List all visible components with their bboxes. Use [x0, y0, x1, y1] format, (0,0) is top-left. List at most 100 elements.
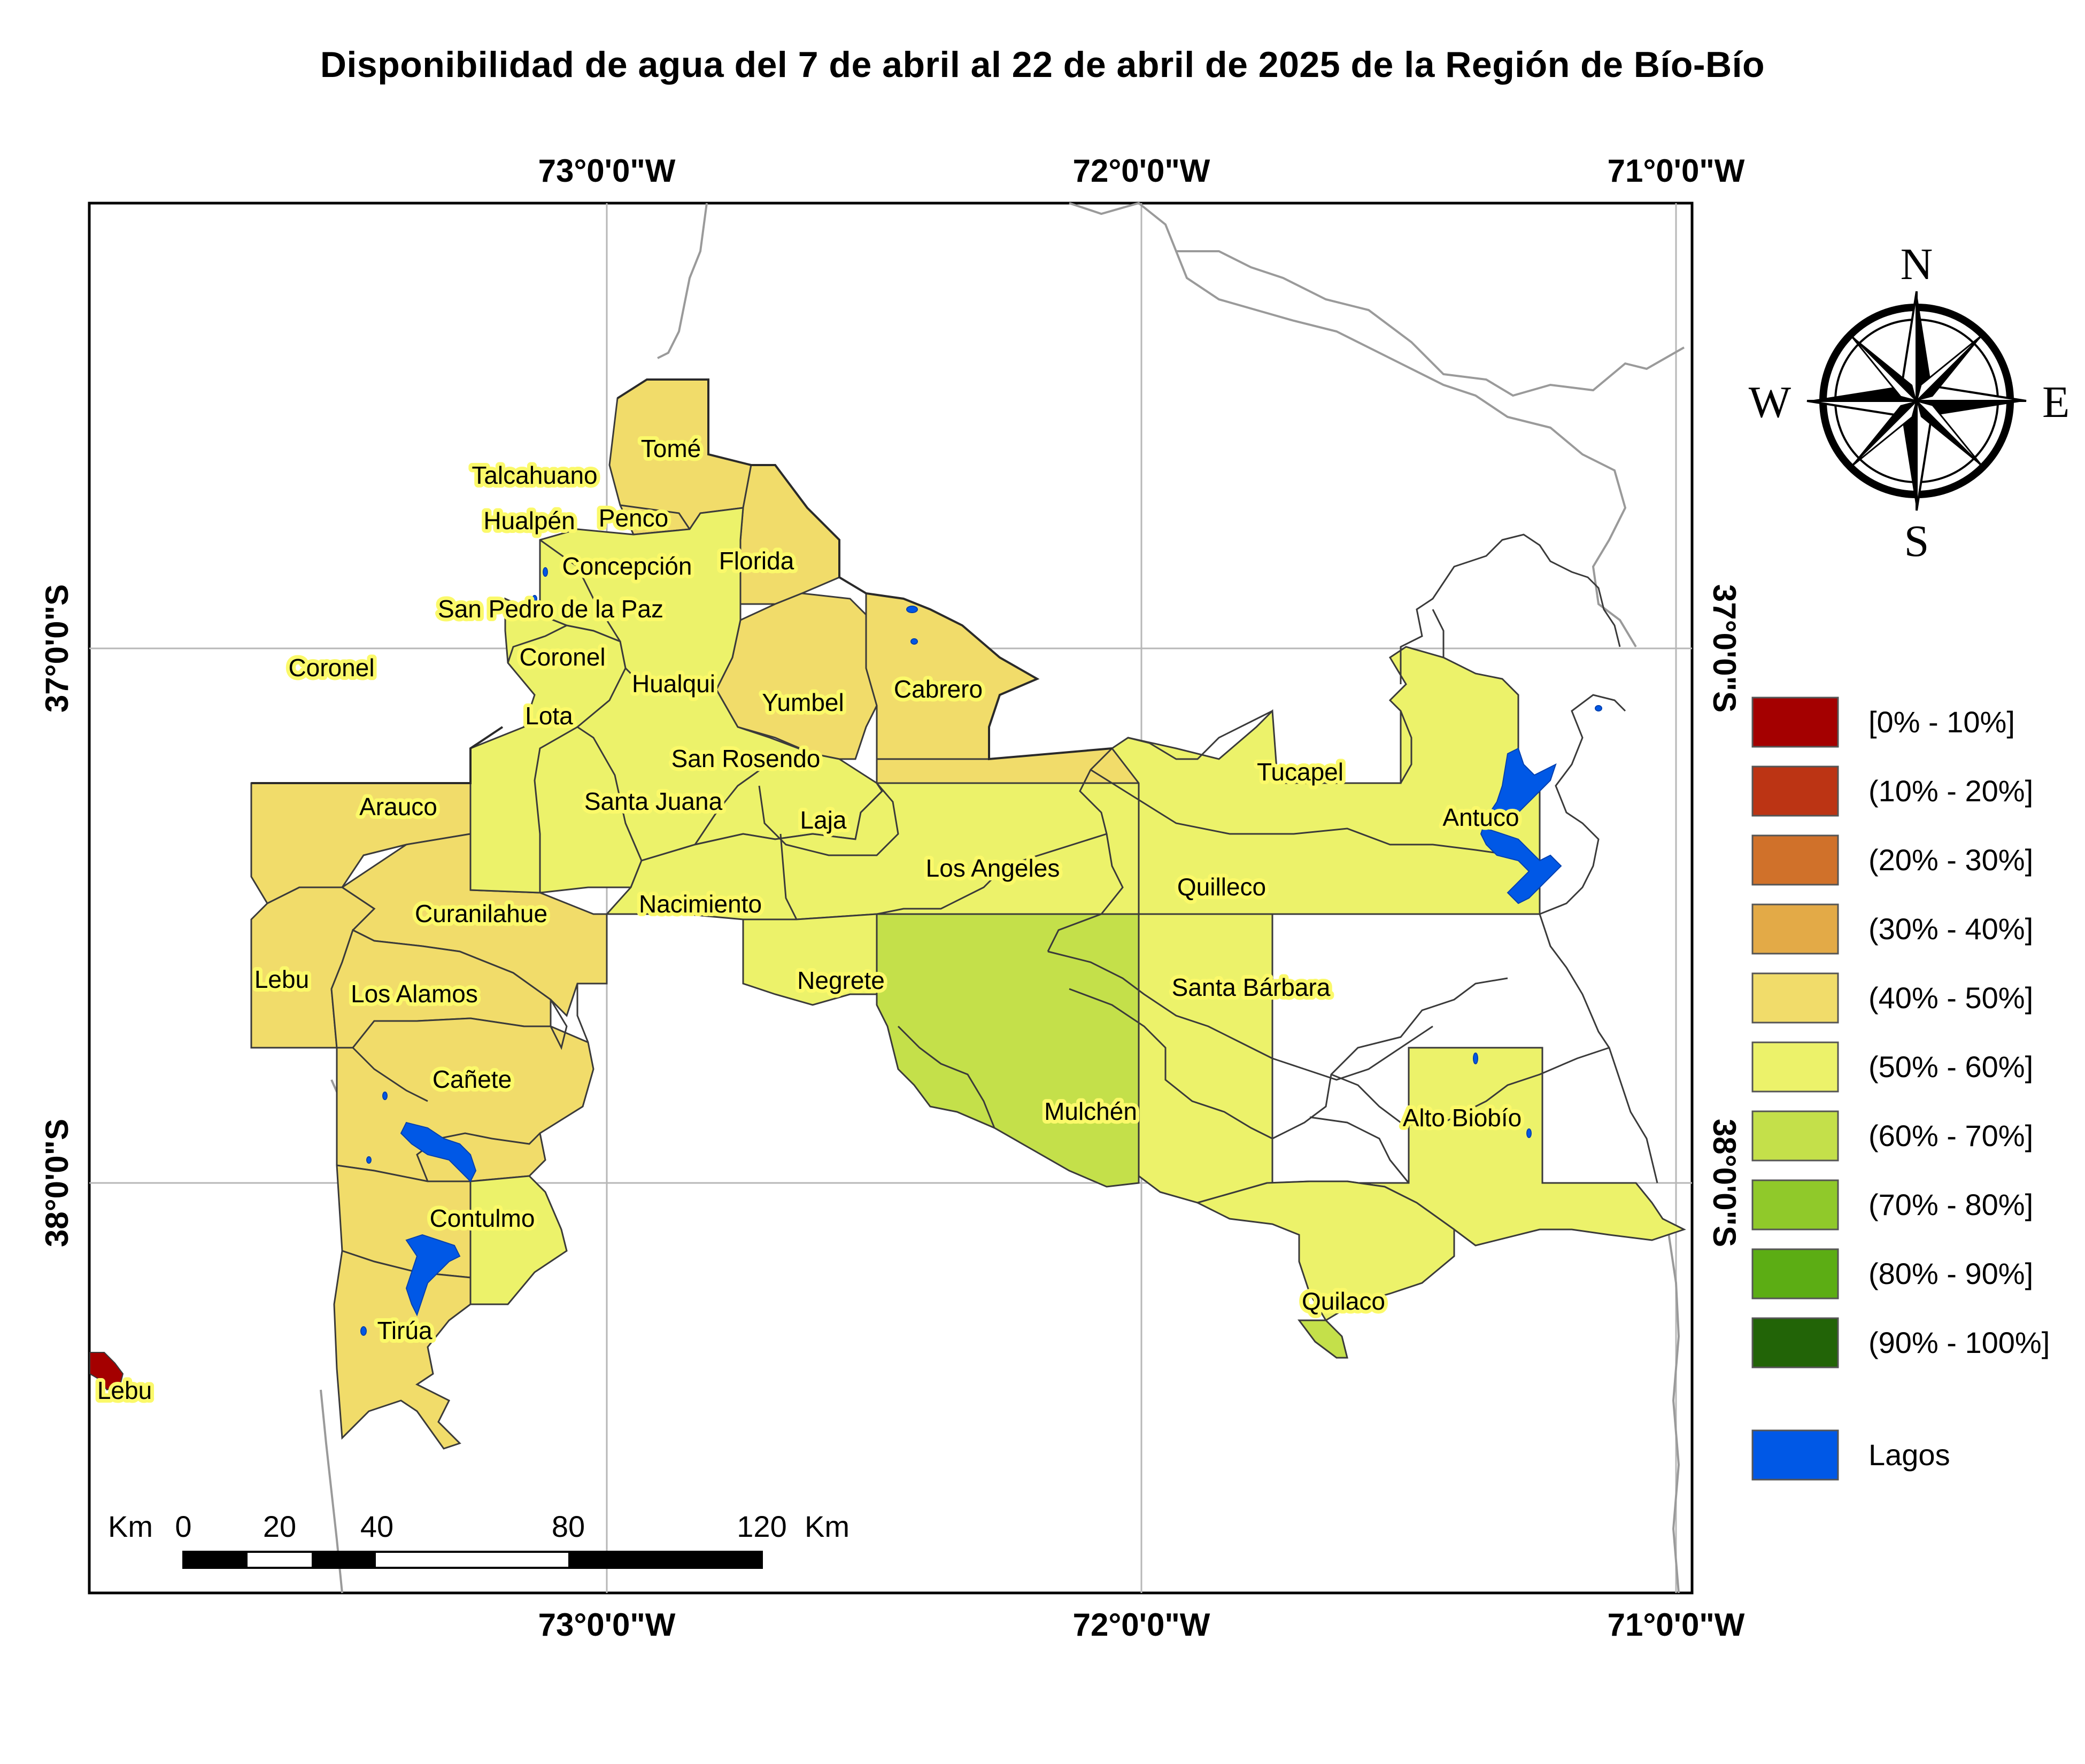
graticule-labels: 73°0'0"W 72°0'0"W 71°0'0"W 73°0'0"W 72°0…: [39, 153, 1745, 1643]
bottom-label-73w: 73°0'0"W: [538, 1607, 676, 1643]
label-laja: Laja: [800, 806, 847, 834]
bottom-label-71w: 71°0'0"W: [1608, 1607, 1745, 1643]
compass-s: S: [1904, 516, 1929, 566]
legend-label-1: (10% - 20%]: [1868, 774, 2033, 808]
commune-quilaco-south: [1298, 1319, 1348, 1359]
label-san-rosendo: San Rosendo: [671, 745, 821, 772]
commune-quilaco: [1195, 1180, 1455, 1322]
region-outline: [251, 378, 1113, 784]
commune-borders: [352, 504, 1658, 1183]
scale-tick-0: 0: [175, 1510, 191, 1543]
label-hualqui: Hualqui: [632, 670, 715, 698]
label-santa-barbara: Santa Bárbara: [1172, 973, 1331, 1001]
label-santa-juana: Santa Juana: [584, 787, 723, 815]
label-lebu-island: Lebu: [97, 1376, 152, 1404]
label-penco: Penco: [599, 504, 668, 532]
legend-label-5: (50% - 60%]: [1868, 1050, 2033, 1084]
scale-unit-left: Km: [108, 1510, 153, 1543]
label-contulmo: Contulmo: [430, 1204, 535, 1232]
label-san-pedro-de-la-paz: San Pedro de la Paz: [438, 595, 663, 623]
label-los-angeles: Los Angeles: [926, 854, 1060, 882]
legend-label-7: (70% - 80%]: [1868, 1188, 2033, 1221]
choropleth-60-70: [876, 913, 1348, 1359]
commune-coastal-tirua: [469, 1175, 568, 1305]
legend-swatch-6: [1751, 1110, 1839, 1162]
scale-tick-80: 80: [552, 1510, 585, 1543]
compass-rose: N S E W: [1749, 239, 2070, 566]
label-coronel-sea: Coronel: [288, 654, 374, 682]
legend-swatch-7: [1751, 1179, 1839, 1231]
choropleth-50-60: [469, 507, 1686, 1322]
legend: [0% - 10%] (10% - 20%] (20% - 30%] (30% …: [1751, 697, 2050, 1481]
label-quilaco: Quilaco: [1302, 1287, 1385, 1315]
scale-unit-right: Km: [805, 1510, 850, 1543]
scale-bar: Km 0 20 40 80 120 Km: [108, 1510, 850, 1569]
lakes: [360, 567, 1602, 1340]
legend-label-9: (90% - 100%]: [1868, 1326, 2050, 1359]
label-tucapel: Tucapel: [1257, 758, 1343, 786]
neighbor-boundaries: [320, 202, 1685, 1593]
map-title: Disponibilidad de agua del 7 de abril al…: [320, 44, 1765, 85]
label-talcahuano: Talcahuano: [472, 461, 597, 489]
label-curanilahue: Curanilahue: [415, 900, 547, 927]
compass-n: N: [1901, 239, 1933, 289]
legend-label-2: (20% - 30%]: [1868, 843, 2033, 877]
left-label-38s: 38°0'0"S: [39, 1119, 75, 1247]
right-label-38s: 38°0'0"S: [1706, 1119, 1742, 1247]
isla-mocha: [89, 1352, 124, 1391]
label-lota: Lota: [525, 702, 573, 730]
legend-label-6: (60% - 70%]: [1868, 1119, 2033, 1152]
label-canete: Cañete: [433, 1065, 512, 1093]
scale-tick-20: 20: [263, 1510, 296, 1543]
label-lebu: Lebu: [254, 965, 309, 993]
legend-swatch-2: [1751, 834, 1839, 886]
label-antuco: Antuco: [1442, 803, 1519, 831]
left-label-37s: 37°0'0"S: [39, 584, 75, 713]
legend-swatch-9: [1751, 1317, 1839, 1368]
legend-label-4: (40% - 50%]: [1868, 981, 2033, 1015]
top-label-71w: 71°0'0"W: [1608, 153, 1745, 189]
legend-swatch-1: [1751, 765, 1839, 817]
label-concepcion: Concepción: [562, 552, 692, 580]
label-tirua: Tirúa: [377, 1317, 433, 1344]
lake-laja: [1480, 747, 1562, 904]
commune-labels: Tomé Talcahuano Hualpén Penco Concepción…: [94, 431, 1525, 1408]
label-nacimiento: Nacimiento: [639, 890, 762, 918]
compass-e: E: [2042, 377, 2069, 427]
label-quilleco: Quilleco: [1177, 873, 1266, 901]
legend-label-3: (30% - 40%]: [1868, 912, 2033, 946]
lake-lleulleu: [405, 1234, 461, 1317]
commune-negrete: [742, 913, 878, 1006]
label-alto-biobio: Alto Biobío: [1403, 1104, 1522, 1132]
label-cabrero: Cabrero: [894, 675, 983, 703]
legend-label-0: [0% - 10%]: [1868, 705, 2015, 739]
label-arauco: Arauco: [359, 793, 437, 821]
scale-tick-40: 40: [360, 1510, 393, 1543]
scale-tick-120: 120: [737, 1510, 786, 1543]
legend-label-8: (80% - 90%]: [1868, 1257, 2033, 1290]
legend-label-lakes: Lagos: [1868, 1438, 1950, 1472]
legend-swatch-lakes: [1751, 1429, 1839, 1481]
label-hualpen: Hualpén: [483, 507, 575, 535]
legend-swatch-5: [1751, 1041, 1839, 1093]
commune-mulchen: [876, 913, 1140, 1188]
label-mulchen: Mulchén: [1044, 1097, 1137, 1125]
legend-swatch-3: [1751, 903, 1839, 955]
commune-santa-barbara: [1138, 913, 1273, 1204]
label-tome: Tomé: [641, 435, 701, 462]
top-label-72w: 72°0'0"W: [1073, 153, 1210, 189]
commune-tucapel: [1110, 646, 1541, 915]
label-coronel: Coronel: [519, 643, 605, 671]
legend-swatch-4: [1751, 972, 1839, 1024]
legend-swatch-8: [1751, 1248, 1839, 1299]
label-florida: Florida: [719, 547, 794, 575]
legend-swatch-0: [1751, 697, 1839, 748]
choropleth-0-10: [89, 1352, 124, 1391]
label-negrete: Negrete: [797, 966, 885, 994]
label-los-alamos: Los Alamos: [351, 980, 478, 1008]
label-yumbel: Yumbel: [762, 688, 844, 716]
top-label-73w: 73°0'0"W: [538, 153, 676, 189]
north-arrow-icon: [1806, 291, 2027, 511]
lake-lanalhue: [400, 1121, 477, 1182]
